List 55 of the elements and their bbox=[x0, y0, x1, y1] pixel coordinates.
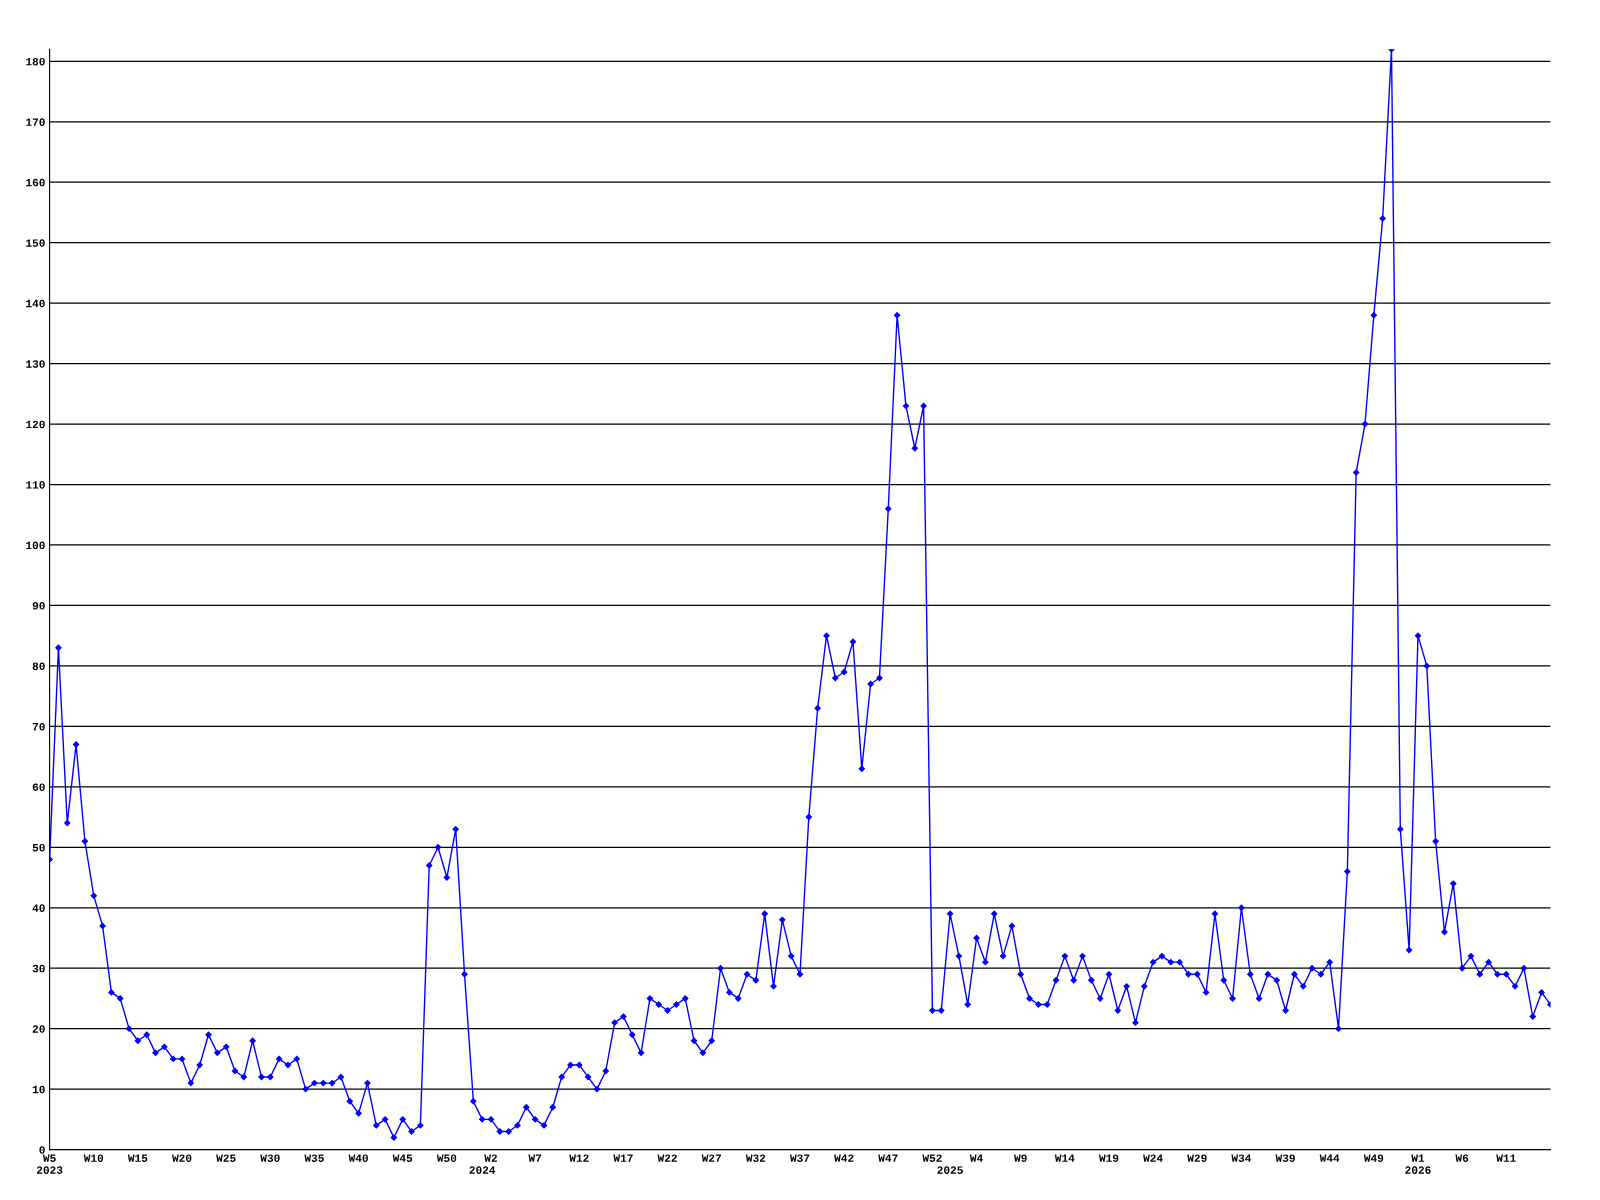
x-tick-label: W47 bbox=[878, 1154, 898, 1162]
y-tick-label: 150 bbox=[26, 239, 45, 247]
x-tick-label: W14 bbox=[1054, 1154, 1075, 1162]
x-tick-label: W4 bbox=[969, 1154, 983, 1162]
x-tick-label: W20 bbox=[172, 1154, 192, 1162]
y-tick-label: 130 bbox=[26, 360, 45, 368]
y-tick-label: 0 bbox=[39, 1146, 45, 1154]
x-tick-label: W40 bbox=[348, 1154, 368, 1162]
y-tick-label: 140 bbox=[26, 299, 45, 308]
x-tick-label: W19 bbox=[1098, 1154, 1119, 1162]
y-tick-label: 160 bbox=[26, 178, 45, 187]
y-tick-label: 120 bbox=[26, 420, 45, 429]
x-tick-label: W22 bbox=[657, 1154, 677, 1162]
x-tick-label: W52 bbox=[922, 1154, 942, 1162]
y-tick-label: 50 bbox=[32, 843, 45, 852]
x-tick-label: W9 bbox=[1014, 1154, 1027, 1162]
y-tick-label: 180 bbox=[26, 57, 45, 66]
x-tick-label: W24 bbox=[1143, 1154, 1163, 1162]
y-tick-label: 30 bbox=[32, 964, 45, 973]
y-tick-label: 40 bbox=[32, 904, 45, 912]
x-tick-label: W29 bbox=[1187, 1154, 1207, 1162]
x-tick-label: W35 bbox=[304, 1154, 324, 1162]
x-tick-label: W44 bbox=[1319, 1154, 1340, 1162]
x-tick-label: W37 bbox=[790, 1154, 810, 1162]
y-tick-label: 80 bbox=[32, 662, 45, 671]
y-tick-label: 170 bbox=[26, 118, 45, 126]
x-tick-label: W25 bbox=[216, 1154, 236, 1162]
y-tick-label: 110 bbox=[26, 481, 45, 489]
x-tick-label: W34 bbox=[1231, 1154, 1252, 1162]
x-tick-label: W11 bbox=[1496, 1154, 1516, 1162]
x-tick-label: W27 bbox=[701, 1154, 721, 1162]
x-tick-label: W6 bbox=[1455, 1154, 1469, 1162]
x-tick-label: W5 2023 bbox=[36, 1154, 63, 1174]
x-tick-label: W1 2026 bbox=[1405, 1154, 1431, 1174]
x-tick-label: W49 bbox=[1363, 1154, 1384, 1162]
x-tick-label: W17 bbox=[613, 1154, 633, 1162]
x-tick-label: W2 bbox=[484, 1154, 498, 1162]
x-tick-label: W42 bbox=[834, 1154, 854, 1162]
y-tick-label: 10 bbox=[32, 1085, 45, 1094]
y-tick-label: 70 bbox=[32, 722, 45, 731]
x-tick-label: W45 bbox=[392, 1154, 413, 1162]
y-tick-label: 60 bbox=[32, 783, 45, 791]
x-tick-label: W10 bbox=[83, 1154, 104, 1162]
x-tick-label: W30 bbox=[260, 1154, 280, 1162]
x-tick-label: W39 bbox=[1275, 1154, 1295, 1162]
x-tick-label: W15 bbox=[127, 1154, 148, 1162]
x-tick-label: 2024 bbox=[469, 1166, 496, 1174]
x-tick-label: 2025 bbox=[937, 1166, 963, 1174]
x-tick-label: W7 bbox=[528, 1154, 542, 1162]
y-tick-label: 20 bbox=[32, 1025, 45, 1033]
x-tick-label: W12 bbox=[569, 1154, 589, 1162]
x-tick-label: W50 bbox=[436, 1154, 457, 1162]
y-tick-label: 90 bbox=[32, 602, 45, 610]
y-tick-label: 100 bbox=[26, 541, 45, 550]
x-tick-label: W32 bbox=[745, 1154, 766, 1162]
